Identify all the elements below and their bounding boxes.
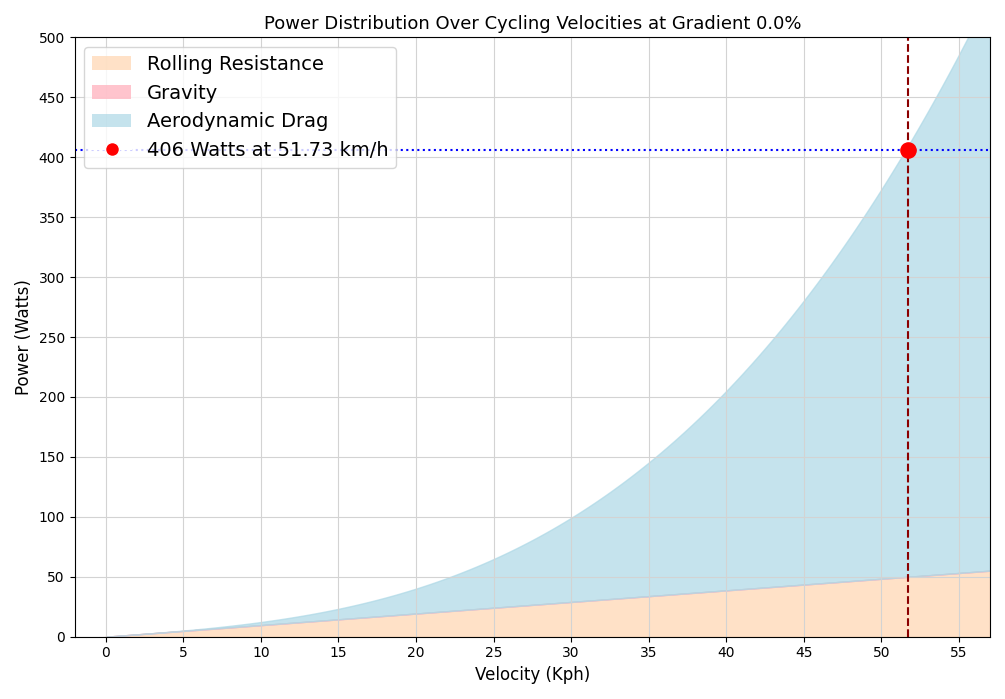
Y-axis label: Power (Watts): Power (Watts) bbox=[15, 279, 33, 395]
Point bbox=[900, 145, 917, 156]
Title: Power Distribution Over Cycling Velocities at Gradient 0.0%: Power Distribution Over Cycling Velociti… bbox=[263, 15, 801, 33]
X-axis label: Velocity (Kph): Velocity (Kph) bbox=[474, 666, 590, 684]
Legend: Rolling Resistance, Gravity, Aerodynamic Drag, 406 Watts at 51.73 km/h: Rolling Resistance, Gravity, Aerodynamic… bbox=[84, 47, 396, 168]
